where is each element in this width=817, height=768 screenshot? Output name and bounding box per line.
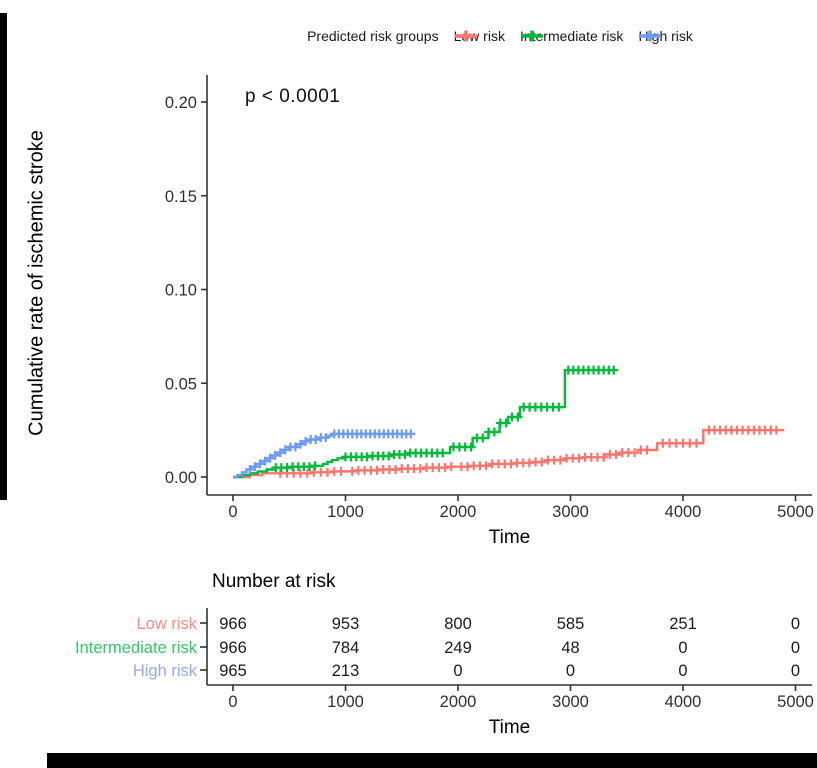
risk-x-tick-label: 0 <box>228 693 237 711</box>
risk-x-tick-label: 1000 <box>327 693 364 711</box>
legend-items: Low risk Intermediate risk High risk <box>454 28 693 44</box>
risk-count: 0 <box>791 662 800 680</box>
p-value-annotation: p < 0.0001 <box>245 86 341 107</box>
risk-table: Low risk 966 953 800 585 251 0 Intermediate ris… <box>75 608 814 738</box>
risk-row-label-high-risk: High risk <box>133 662 198 680</box>
x-tick-label: 5000 <box>777 503 814 521</box>
risk-count: 249 <box>444 639 472 657</box>
risk-row-label-intermediate-risk: Intermediate risk <box>75 639 198 657</box>
risk-count: 966 <box>219 639 247 657</box>
risk-count: 0 <box>453 662 462 680</box>
legend: Predicted risk groups Low risk Intermedia… <box>180 26 817 46</box>
risk-x-axis-title: Time <box>489 717 531 738</box>
legend-item-high-risk: High risk <box>638 28 692 44</box>
censor-marks-low-risk <box>275 425 781 478</box>
x-tick-label: 0 <box>228 503 237 521</box>
risk-x-tick-label: 4000 <box>665 693 702 711</box>
censor-plus-icon <box>639 30 662 42</box>
legend-item-low-risk: Low risk <box>454 28 505 44</box>
legend-item-intermediate-risk: Intermediate risk <box>520 28 623 44</box>
legend-item-label: Intermediate risk <box>519 28 624 44</box>
y-tick-label: 0.10 <box>165 282 197 300</box>
censor-plus-icon <box>520 30 543 42</box>
y-axis-title: Cumulative rate of ischemic stroke <box>25 130 48 436</box>
legend-title: Predicted risk groups <box>307 28 439 44</box>
left-black-bar <box>0 13 7 500</box>
y-tick-label: 0.20 <box>165 94 197 112</box>
x-tick-label: 1000 <box>327 503 364 521</box>
censor-plus-icon <box>454 30 477 42</box>
x-tick-label: 3000 <box>552 503 589 521</box>
risk-table-title: Number at risk <box>212 571 336 592</box>
risk-count: 0 <box>678 662 687 680</box>
censor-marks-high-risk <box>245 429 416 474</box>
y-tick-label: 0.15 <box>165 188 197 206</box>
bottom-black-bar <box>47 753 817 768</box>
censor-marks-intermediate-risk <box>271 365 619 473</box>
risk-count: 953 <box>332 615 360 633</box>
y-tick-label: 0.05 <box>165 375 197 393</box>
risk-count: 585 <box>557 615 585 633</box>
risk-count: 0 <box>678 639 687 657</box>
risk-count: 48 <box>561 639 579 657</box>
risk-count: 965 <box>219 662 247 680</box>
risk-count: 0 <box>791 615 800 633</box>
risk-count: 784 <box>332 639 360 657</box>
risk-count: 0 <box>566 662 575 680</box>
survival-plot: 0 1000 2000 3000 4000 5000 0.00 0.05 0.10 0.15 0.2… <box>165 75 814 548</box>
x-tick-label: 4000 <box>665 503 702 521</box>
risk-count: 800 <box>444 615 472 633</box>
y-tick-label: 0.00 <box>165 469 197 487</box>
risk-x-tick-label: 5000 <box>777 693 814 711</box>
x-tick-label: 2000 <box>440 503 477 521</box>
risk-count: 0 <box>791 639 800 657</box>
risk-x-tick-label: 3000 <box>552 693 589 711</box>
risk-row-label-low-risk: Low risk <box>136 615 197 633</box>
x-axis-title: Time <box>489 527 531 548</box>
risk-count: 213 <box>332 662 360 680</box>
risk-count: 251 <box>669 615 697 633</box>
risk-count: 966 <box>219 615 247 633</box>
risk-x-tick-label: 2000 <box>440 693 477 711</box>
